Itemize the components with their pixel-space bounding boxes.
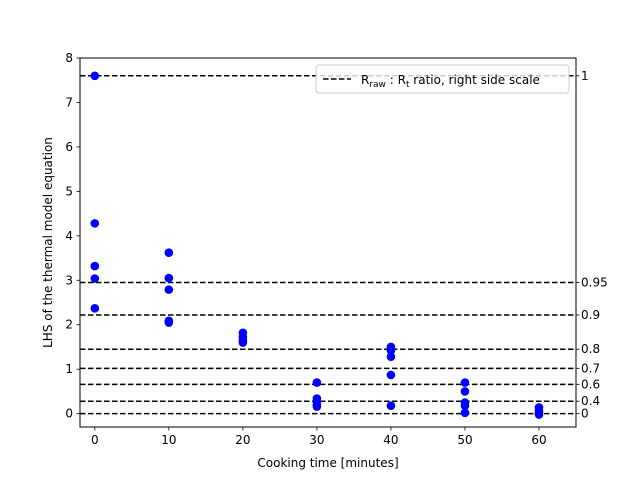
legend-text-rest: ratio, right side scale <box>409 73 539 87</box>
data-point <box>164 273 174 283</box>
right-tick-label: 0.7 <box>581 361 600 375</box>
x-tick-label: 50 <box>457 433 472 447</box>
legend-text-r: R <box>361 73 369 87</box>
reference-lines <box>80 75 576 415</box>
y-tick-label: 7 <box>65 95 73 109</box>
data-point <box>534 410 544 419</box>
data-point <box>386 346 396 355</box>
data-point <box>164 248 174 258</box>
data-point <box>460 401 470 410</box>
right-tick-label: 0.95 <box>581 276 608 290</box>
y-tick-label: 8 <box>65 51 73 65</box>
legend: Rraw : Rt ratio, right side scale <box>315 64 570 94</box>
right-tick-label: 1 <box>581 69 589 83</box>
right-tick-label: 0 <box>581 407 589 421</box>
x-tick-label: 40 <box>383 433 398 447</box>
y-tick-label: 4 <box>65 229 73 243</box>
data-point <box>90 303 100 313</box>
y-tick-label: 5 <box>65 184 73 198</box>
x-tick-label: 60 <box>531 433 546 447</box>
legend-subscript-t: t <box>406 80 410 90</box>
x-tick-label: 30 <box>309 433 324 447</box>
data-point <box>386 370 396 380</box>
y-axis-ticks: 0 1 2 3 4 5 6 7 8 <box>65 51 80 421</box>
x-tick-label: 10 <box>161 433 176 447</box>
data-point <box>238 338 248 347</box>
reference-line-labels: 1 0.95 0.9 0.8 0.7 0.6 0.40 <box>576 69 608 421</box>
right-tick-label: 0.8 <box>581 342 600 356</box>
data-point <box>460 408 470 418</box>
data-point <box>90 71 100 81</box>
y-tick-label: 1 <box>65 362 73 376</box>
legend-text-separator: : R <box>386 73 406 87</box>
y-axis-label: LHS of the thermal model equation <box>41 137 55 348</box>
data-point <box>460 387 470 396</box>
y-tick-label: 2 <box>65 318 73 332</box>
data-point <box>90 261 100 271</box>
data-point <box>164 285 174 294</box>
data-point <box>312 402 322 411</box>
legend-subscript-raw: raw <box>369 80 386 90</box>
y-tick-label: 0 <box>65 407 73 421</box>
data-point <box>90 219 100 228</box>
right-tick-label: 0.6 <box>581 377 600 391</box>
plot-frame <box>79 57 577 428</box>
x-tick-label: 20 <box>235 433 250 447</box>
x-tick-label: 0 <box>91 433 99 447</box>
data-point <box>312 378 322 387</box>
x-axis-label: Cooking time [minutes] <box>257 456 398 470</box>
data-point <box>90 274 100 283</box>
y-tick-label: 6 <box>65 140 73 154</box>
data-point <box>386 352 396 362</box>
data-points <box>90 71 544 419</box>
data-point <box>460 378 470 387</box>
data-point <box>386 401 396 410</box>
data-point <box>164 318 174 327</box>
x-axis-ticks: 0 10 20 30 40 50 60 <box>91 427 547 447</box>
right-tick-label: 0.9 <box>581 308 600 322</box>
right-tick-label: 0.4 <box>581 394 600 408</box>
legend-box <box>315 64 570 94</box>
legend-label: Rraw : Rt ratio, right side scale <box>361 73 540 90</box>
y-tick-label: 3 <box>65 273 73 287</box>
